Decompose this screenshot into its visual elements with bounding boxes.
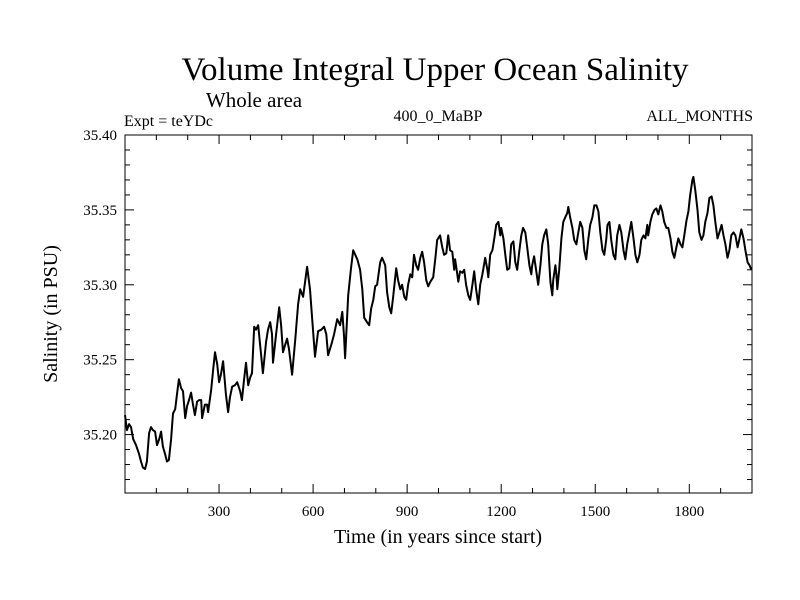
y-tick-label: 35.25 [83, 353, 117, 369]
y-tick-label: 35.35 [83, 203, 117, 219]
chart-subtitle: Whole area [206, 88, 303, 112]
y-axis-title: Salinity (in PSU) [40, 245, 62, 383]
x-tick-label: 1500 [580, 504, 610, 520]
x-tick-label: 600 [302, 504, 325, 520]
x-tick-label: 1800 [674, 504, 704, 520]
y-tick-label: 35.20 [83, 428, 117, 444]
experiment-label: Expt = teYDc [124, 113, 213, 130]
series-group [124, 175, 753, 470]
x-axis-title: Time (in years since start) [334, 526, 542, 548]
period-label: 400_0_MaBP [394, 108, 483, 125]
plot-frame [124, 134, 753, 494]
plot-border [124, 134, 753, 494]
x-tick-label: 1200 [486, 504, 516, 520]
months-label: ALL_MONTHS [646, 108, 753, 125]
y-tick-label: 35.40 [83, 128, 117, 144]
chart-title: Volume Integral Upper Ocean Salinity [181, 52, 689, 88]
x-axis-ticks: 300 600 900 1200 1500 1800 [155, 135, 722, 520]
y-tick-label: 35.30 [83, 278, 117, 294]
x-tick-label: 300 [208, 504, 231, 520]
salinity-line [124, 175, 753, 470]
x-tick-label: 900 [396, 504, 419, 520]
y-axis-ticks: 35.20 35.25 35.30 35.35 35.40 [83, 128, 752, 481]
